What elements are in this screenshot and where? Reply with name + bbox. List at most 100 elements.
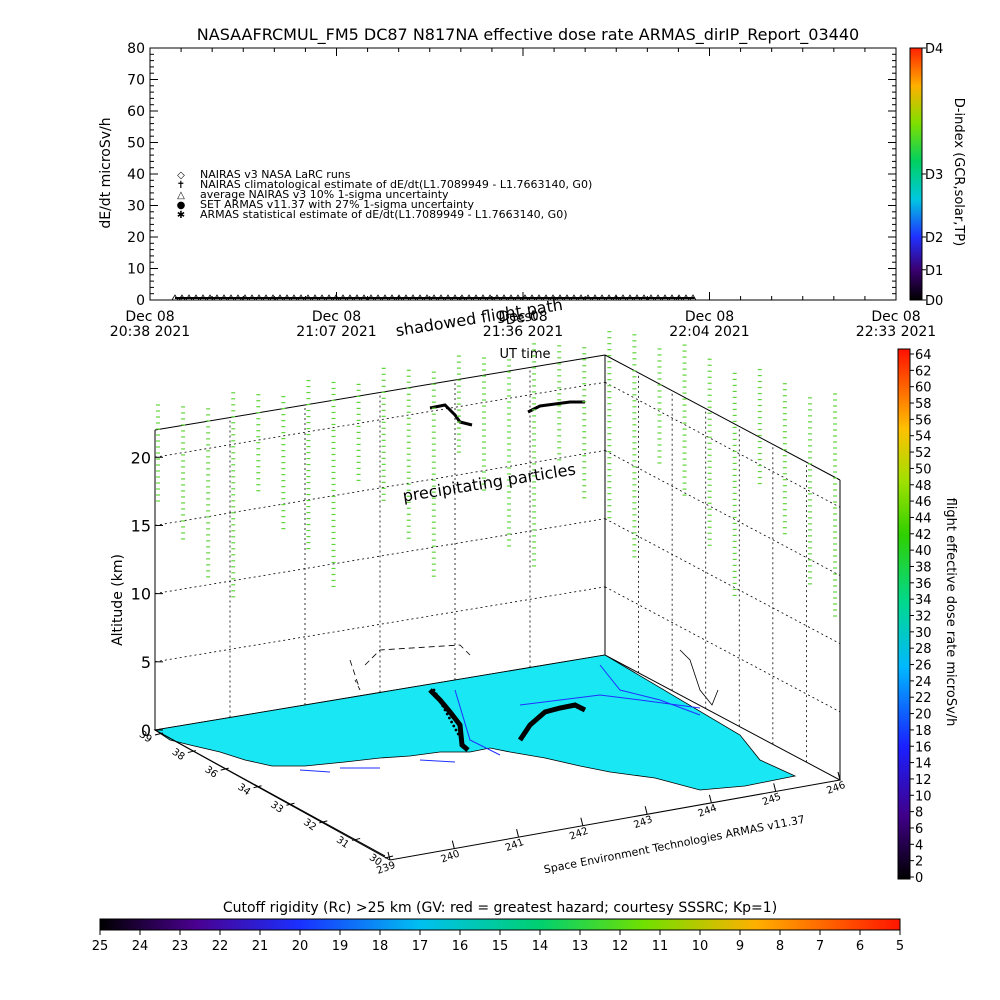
precipitating-particles	[156, 331, 837, 617]
series-marker	[584, 294, 592, 301]
series-marker	[668, 294, 676, 301]
series-marker	[325, 294, 333, 301]
dose-colorbar-bar	[897, 348, 911, 880]
series-marker	[360, 294, 368, 301]
series-marker	[528, 294, 536, 301]
shadow-outline	[679, 649, 719, 706]
rc-tick-label: 9	[736, 939, 744, 954]
series-marker	[339, 294, 347, 301]
dose-label: flight effective dose rate microSv/h	[943, 498, 958, 727]
top-y-axis: 0 10 20 30 40 50 60 70 80	[127, 41, 896, 309]
dose-tick-label: 48	[915, 479, 932, 494]
z-tick-label: 5	[141, 653, 151, 672]
series-marker	[402, 294, 410, 301]
state-border	[419, 759, 456, 763]
dindex-tick-label: D0	[925, 294, 943, 309]
rc-tick-label: 6	[856, 939, 864, 954]
grid-h-left	[154, 381, 606, 458]
series-marker	[479, 294, 487, 301]
series-marker	[241, 294, 249, 301]
track-dot	[437, 696, 440, 700]
dose-tick-label: 60	[915, 381, 932, 396]
dindex-tick-label: D4	[925, 42, 943, 57]
series-marker	[535, 294, 543, 301]
grid-h-right	[604, 518, 841, 644]
dose-tick-label: 62	[915, 364, 932, 379]
rc-tick-label: 20	[292, 939, 309, 954]
track-top-east	[527, 400, 585, 414]
map-land	[153, 654, 797, 791]
dose-tick-label: 26	[915, 659, 932, 674]
series-marker	[283, 294, 291, 301]
series-marker	[451, 294, 459, 301]
grid-h-right	[604, 381, 841, 508]
rc-tick-label: 13	[572, 939, 589, 954]
track-dot	[448, 716, 451, 720]
y-tick-label: 0	[136, 293, 145, 309]
z-tick-label: 10	[131, 585, 151, 604]
x-tick-time: 22:33 2021	[856, 324, 936, 340]
top-edge-left	[154, 354, 606, 431]
rc-label: Cutoff rigidity (Rc) >25 km (GV: red = g…	[223, 900, 777, 916]
legend-symbol: ✝	[177, 180, 185, 191]
series-marker	[493, 294, 501, 301]
series-marker	[318, 294, 326, 301]
dose-tick-label: 42	[915, 528, 932, 543]
series-marker	[689, 294, 697, 301]
lat-tick-label: 38	[170, 747, 187, 763]
grid-h-left	[154, 586, 606, 663]
dose-tick-label: 28	[915, 642, 932, 657]
series-marker	[290, 294, 298, 301]
track-dot	[443, 708, 447, 712]
map-borders	[299, 644, 719, 773]
x-tick-date: Dec 08	[871, 309, 920, 325]
dose-tick-label: 52	[915, 446, 932, 461]
rc-ticks: 25 24 23 22 21 20 19 18 17 16 15 14 13 12 11 10 9 8 7 6 5	[92, 930, 904, 954]
series-marker	[591, 294, 599, 301]
grid-h-right	[604, 586, 841, 713]
dindex-colorbar: D0 D1 D2 D3 D4 D-index (GCR,solar,TP)	[909, 42, 966, 309]
series-marker	[598, 294, 606, 301]
series-marker	[626, 294, 634, 301]
rc-tick-label: 10	[692, 939, 709, 954]
rc-tick-label: 12	[612, 939, 629, 954]
y-tick-label: 80	[127, 41, 145, 57]
series-marker	[416, 294, 424, 301]
lon-tick	[516, 829, 520, 838]
lat-tick-label: 36	[203, 764, 220, 780]
series-marker	[577, 294, 585, 301]
dose-tick-label: 36	[915, 577, 932, 592]
series-marker	[437, 294, 445, 301]
series-marker	[353, 294, 361, 301]
rc-colorbar-bar	[99, 918, 901, 931]
series-marker	[563, 294, 571, 301]
track-dot	[461, 740, 464, 744]
y-tick-label: 20	[127, 230, 145, 246]
series-marker	[472, 294, 480, 301]
lat-tick	[220, 767, 229, 771]
flight-track	[428, 400, 587, 752]
series-marker	[486, 294, 494, 301]
track-dot	[434, 692, 438, 696]
grid-h-right	[604, 450, 841, 576]
track-dot	[441, 704, 445, 708]
series-marker	[262, 294, 270, 301]
track-dot	[439, 700, 442, 704]
rc-tick-label: 11	[652, 939, 669, 954]
annotation-precipitating-particles: precipitating particles	[401, 460, 577, 506]
dindex-tick-label: D1	[925, 264, 943, 279]
dose-tick-label: 56	[915, 413, 932, 428]
series-marker	[171, 294, 179, 301]
y-tick-label: 30	[127, 199, 145, 215]
legend-label: SET ARMAS v11.37 with 27% 1-sigma uncert…	[200, 198, 474, 211]
x-tick-date: Dec 08	[312, 309, 361, 325]
series-marker	[206, 294, 214, 301]
z-tick-label: 0	[141, 721, 151, 740]
series-marker	[269, 294, 277, 301]
dose-tick-label: 4	[915, 838, 923, 853]
dose-tick-label: 6	[915, 822, 923, 837]
lat-tick-label: 34	[235, 782, 252, 798]
x-tick-date: Dec 08	[498, 309, 547, 325]
